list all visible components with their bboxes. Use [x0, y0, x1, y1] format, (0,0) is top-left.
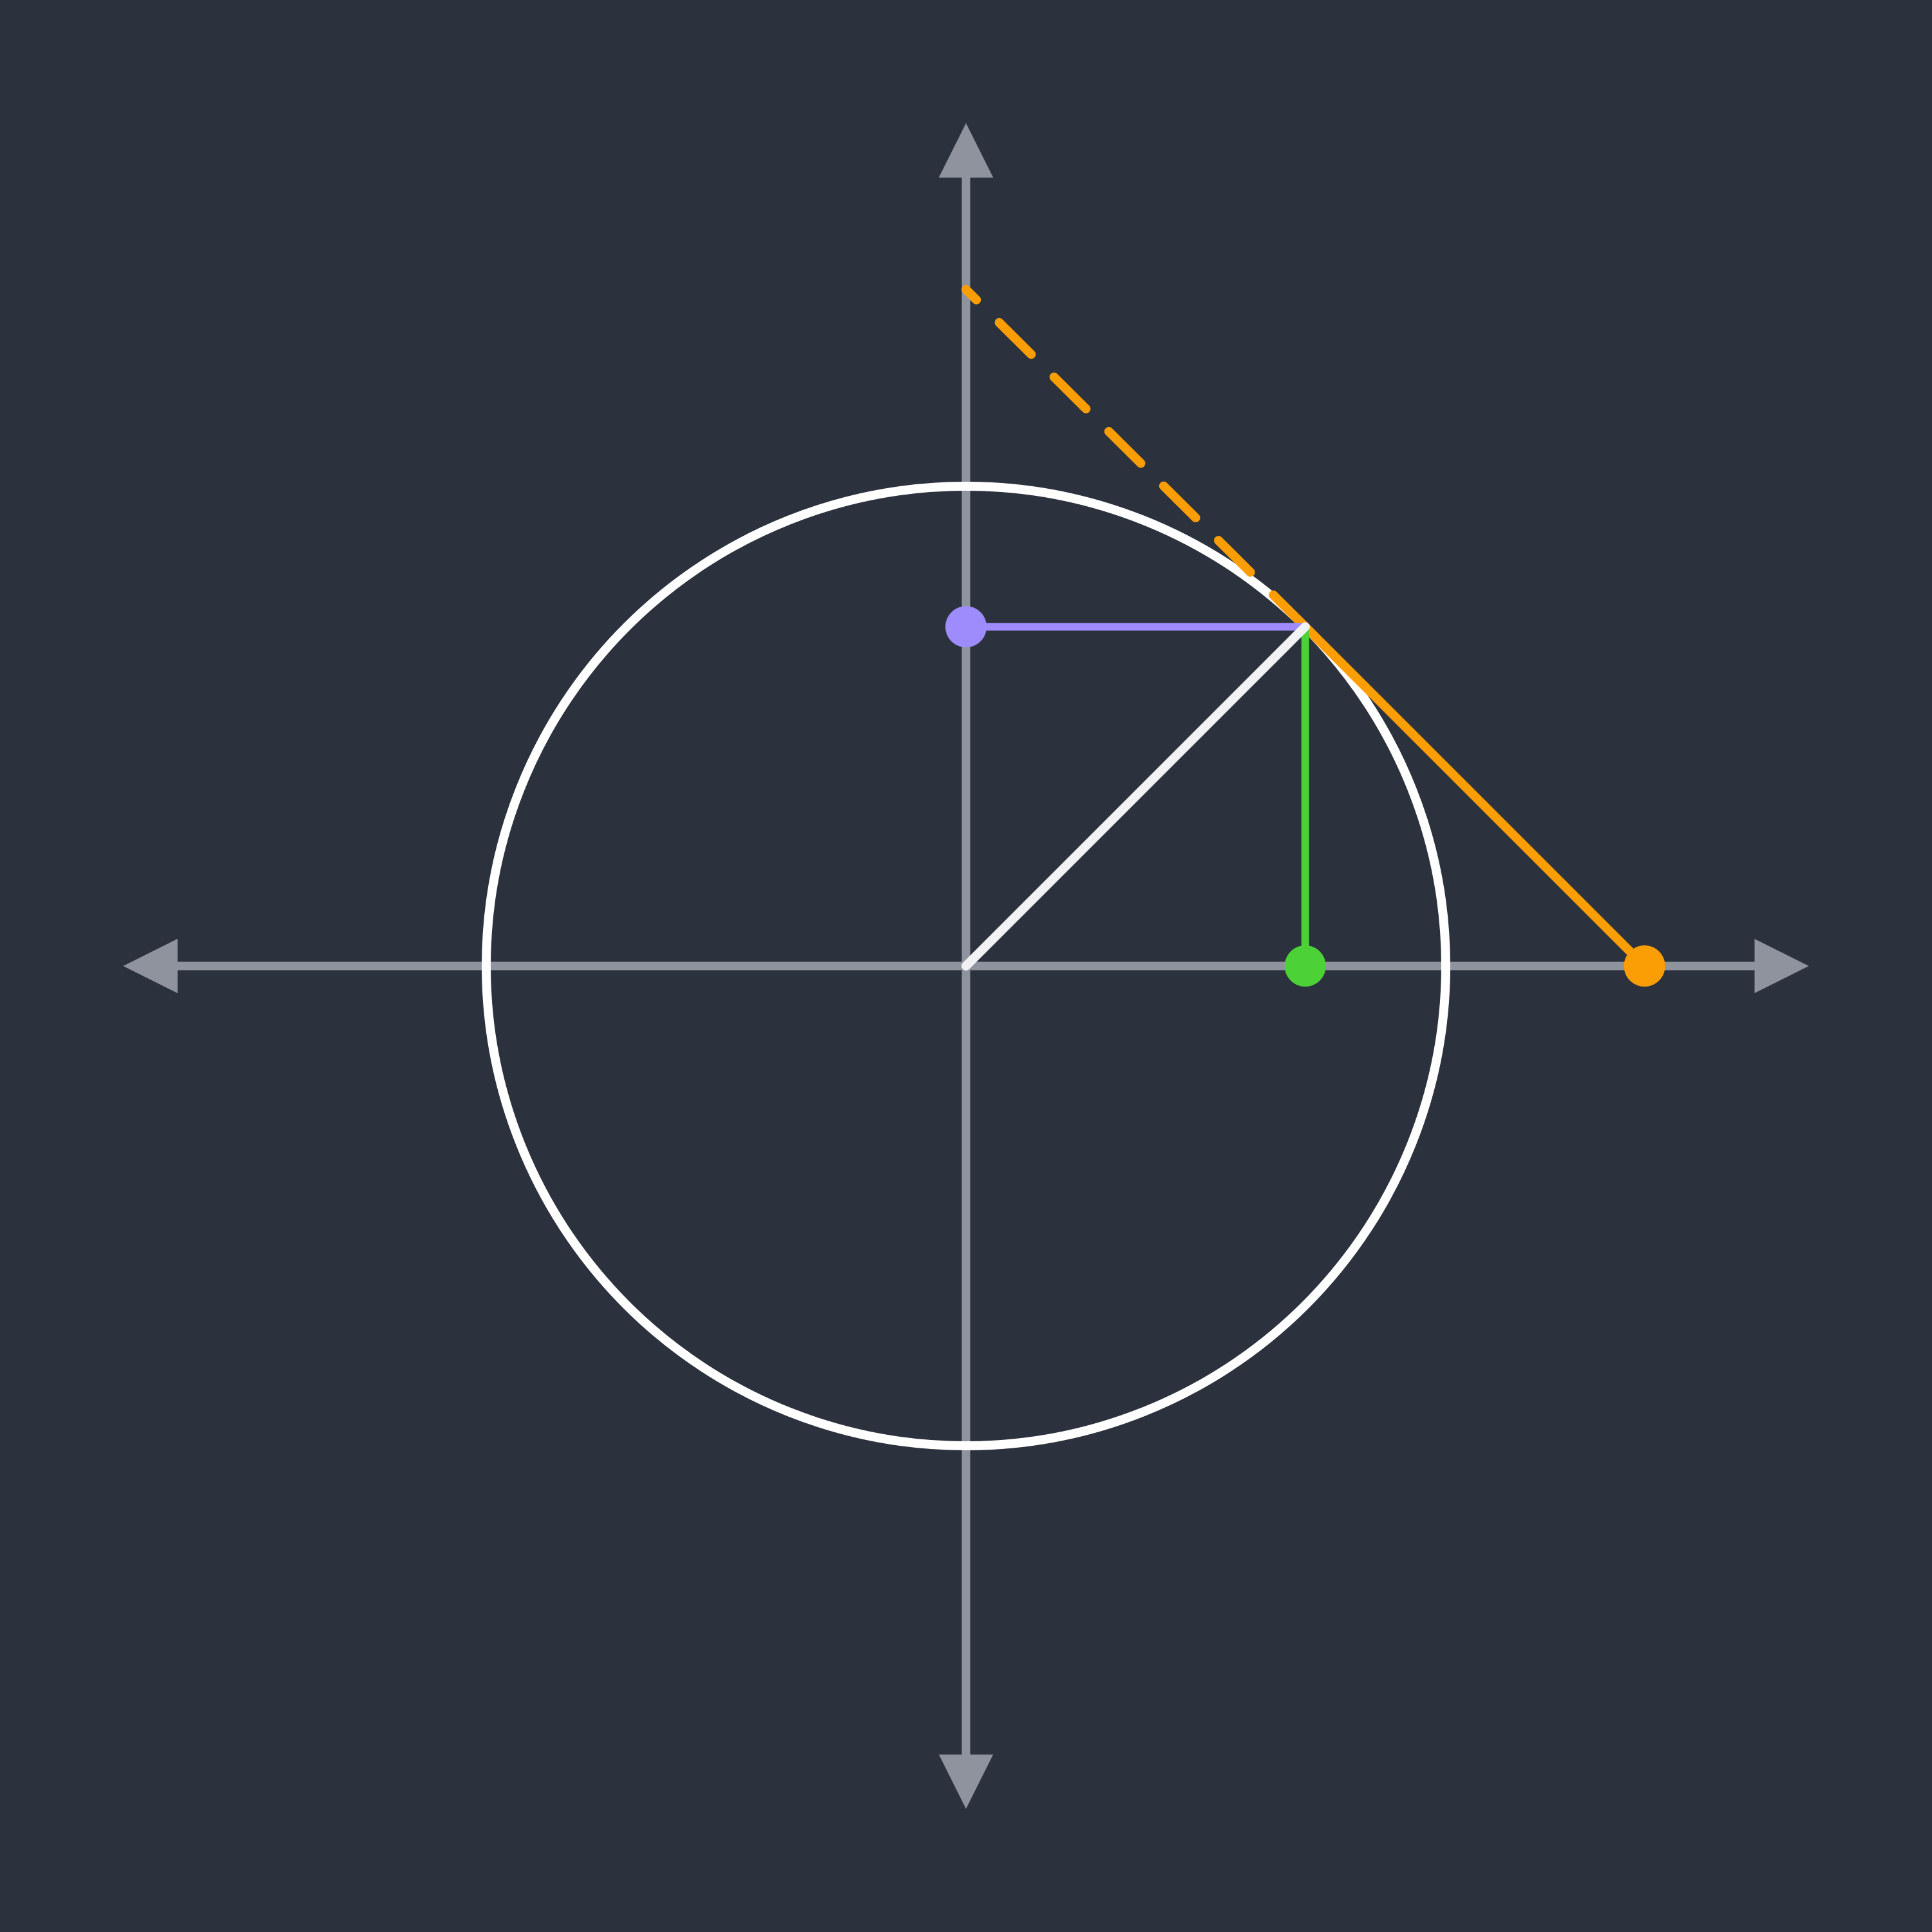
- tangent-x-intercept-marker: [1624, 945, 1665, 987]
- cosine-point-marker: [1284, 945, 1326, 987]
- circle-group: [482, 482, 1450, 1450]
- unit-circle: [482, 482, 1450, 1450]
- point-markers: [945, 606, 1665, 987]
- tangent-extension-dashed: [961, 285, 1310, 632]
- sine-point-marker: [945, 606, 987, 648]
- tangent-segment: [1300, 622, 1649, 971]
- trig-lines: [961, 285, 1649, 971]
- radius-line: [961, 622, 1310, 971]
